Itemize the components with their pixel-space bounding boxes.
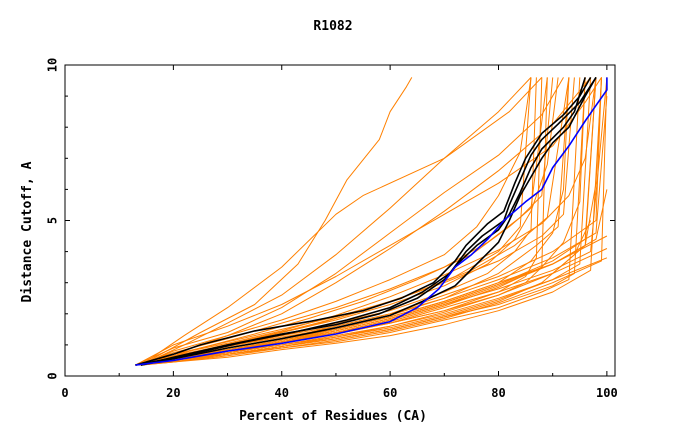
- x-tick-label: 100: [596, 386, 618, 400]
- others-series-line-11: [140, 77, 581, 366]
- others-series-line-35: [140, 77, 597, 366]
- x-tick-label: 60: [383, 386, 397, 400]
- reference-series-line-40: [135, 77, 608, 366]
- x-tick-label: 0: [61, 386, 68, 400]
- y-tick-label: 5: [46, 217, 60, 224]
- others-series-line-9: [140, 77, 592, 366]
- series-layer: [135, 76, 608, 366]
- x-tick-label: 20: [166, 386, 180, 400]
- x-axis: 0 20 40 60 80 100: [61, 65, 618, 400]
- others-series-line-31: [140, 77, 570, 366]
- highlight-series-line-39: [140, 76, 597, 366]
- y-axis: 0 5 10: [46, 58, 615, 380]
- x-tick-label: 80: [491, 386, 505, 400]
- y-tick-label: 10: [46, 58, 60, 72]
- others-series-line-32: [135, 77, 586, 366]
- x-tick-label: 40: [275, 386, 289, 400]
- highlight-series-line-38: [135, 76, 597, 366]
- y-axis-label: Distance Cutoff, A: [20, 161, 35, 302]
- others-series-line-28: [135, 77, 532, 366]
- others-series-line-29: [140, 77, 532, 366]
- others-series-line-1: [140, 77, 532, 366]
- plot-frame: [64, 64, 616, 377]
- others-series-line-33: [140, 77, 602, 366]
- others-series-line-0: [135, 77, 564, 366]
- chart-title: R1082: [313, 19, 352, 34]
- x-axis-label: Percent of Residues (CA): [239, 409, 427, 424]
- others-series-line-16: [135, 77, 602, 366]
- highlight-series-line-36: [135, 76, 592, 366]
- others-series-line-3: [140, 77, 543, 366]
- others-series-line-5: [140, 77, 413, 366]
- y-tick-label: 0: [46, 372, 60, 379]
